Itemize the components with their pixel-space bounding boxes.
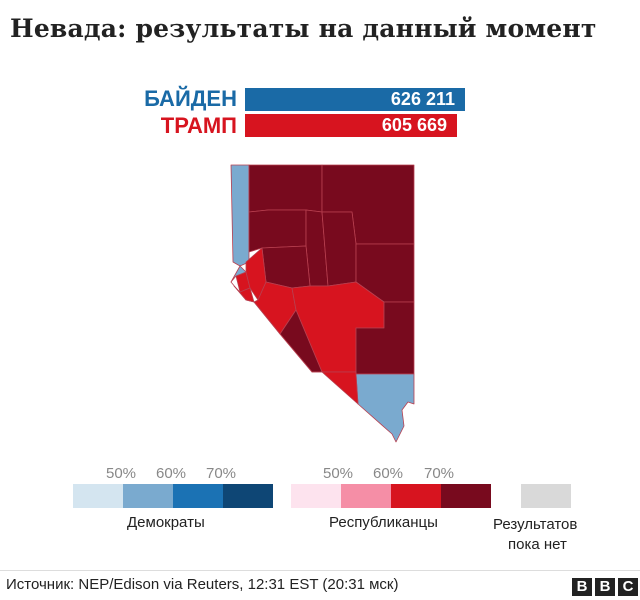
legend-swatch-rep-3 (391, 484, 441, 508)
nevada-county-map (230, 164, 415, 443)
legend-rep-pct-60: 60% (373, 465, 404, 482)
candidate-votes-bar-trump: 605 669 (245, 114, 457, 137)
legend-swatch-rep-1 (291, 484, 341, 508)
county-humboldt[interactable] (248, 164, 323, 213)
page-title: Невада: результаты на данный момент (10, 14, 597, 43)
county-clark[interactable] (355, 373, 415, 443)
footer-divider (0, 570, 640, 571)
legend-swatch-rep-2 (341, 484, 391, 508)
source-note: Источник: NEP/Edison via Reuters, 12:31 … (6, 576, 399, 593)
legend-swatch-dem-1 (73, 484, 123, 508)
county-churchill[interactable] (261, 245, 311, 289)
legend-label-none-line2: пока нет (508, 536, 567, 553)
legend-dem-pct-60: 60% (156, 465, 187, 482)
legend-swatch-dem-4 (223, 484, 273, 508)
candidate-name-trump: ТРАМП (160, 113, 237, 138)
legend-rep-pct-70: 70% (424, 465, 455, 482)
legend-label-rep: Республиканцы (329, 514, 438, 531)
candidate-votes-bar-biden: 626 211 (245, 88, 465, 111)
legend-swatch-dem-3 (173, 484, 223, 508)
county-eureka[interactable] (321, 211, 357, 287)
legend-swatch-dem-2 (123, 484, 173, 508)
legend-dem-pct-50: 50% (106, 465, 137, 482)
county-pershing[interactable] (248, 209, 307, 253)
legend-label-none-line1: Результатов (493, 516, 578, 533)
bbc-logo: B B C (572, 578, 638, 596)
legend-label-dem: Демократы (127, 514, 205, 531)
county-washoe-south[interactable] (230, 265, 247, 283)
legend-rep-pct-50: 50% (323, 465, 354, 482)
candidate-name-biden: БАЙДЕН (144, 86, 237, 111)
legend-swatch-rep-4 (441, 484, 491, 508)
legend-swatch-none (521, 484, 571, 508)
legend-dem-pct-70: 70% (206, 465, 237, 482)
bbc-logo-letter-1: B (572, 578, 592, 596)
state-outline-sw (230, 281, 359, 405)
bbc-logo-letter-2: B (595, 578, 615, 596)
bbc-logo-letter-3: C (618, 578, 638, 596)
county-washoe-north[interactable] (230, 164, 250, 267)
